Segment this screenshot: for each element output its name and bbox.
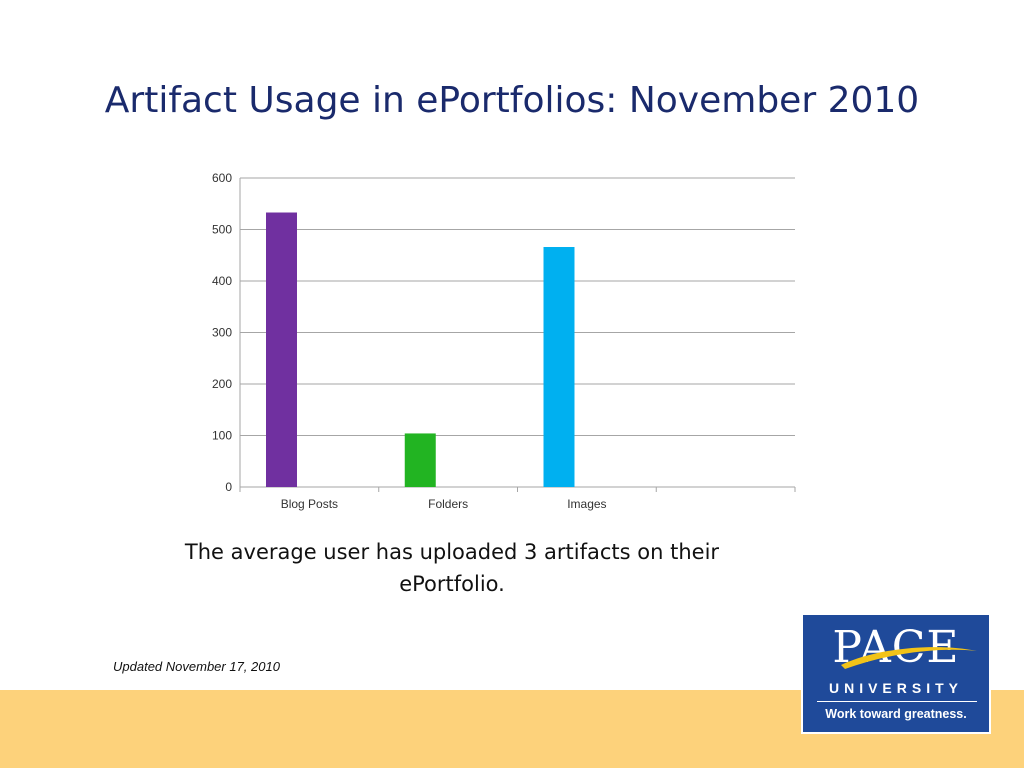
- y-tick-label: 400: [212, 274, 232, 288]
- logo-tagline: Work toward greatness.: [825, 707, 967, 721]
- bar-chart: 0 100 200 300 400 500 600 Blog Posts Folders Imag…: [212, 171, 796, 511]
- logo-subtitle: UNIVERSITY: [828, 680, 963, 696]
- bar-blog-posts: [266, 212, 297, 487]
- updated-note: Updated November 17, 2010: [113, 659, 280, 674]
- y-tick-label: 0: [225, 480, 232, 494]
- y-tick-label: 500: [212, 223, 232, 237]
- chart-caption: The average user has uploaded 3 artifact…: [184, 540, 720, 596]
- slide-title: Artifact Usage in ePortfolios: November …: [104, 80, 920, 121]
- x-tick-label: Folders: [428, 497, 468, 511]
- x-tick-label: Blog Posts: [281, 497, 338, 511]
- logo-swoosh-icon: [841, 647, 977, 669]
- y-tick-label: 200: [212, 377, 232, 391]
- bar-folders: [404, 433, 436, 487]
- y-tick-label: 600: [212, 171, 232, 185]
- y-tick-label: 300: [212, 326, 232, 340]
- pace-university-logo: PACE UNIVERSITY Work toward greatness.: [801, 613, 991, 734]
- bar-images: [543, 247, 575, 487]
- logo-divider: [817, 701, 977, 702]
- y-tick-label: 100: [212, 429, 232, 443]
- x-tick-label: Images: [567, 497, 606, 511]
